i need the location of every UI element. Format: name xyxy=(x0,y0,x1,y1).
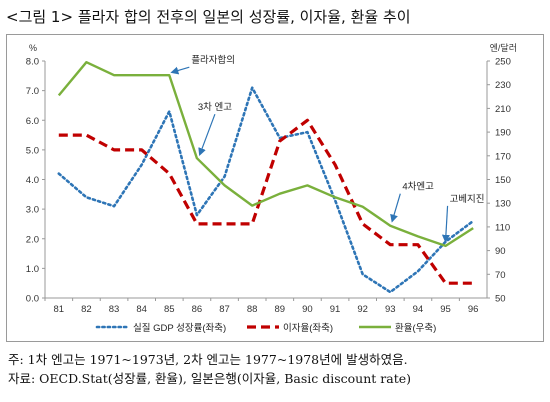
legend-label-3: 환율(우축) xyxy=(395,322,436,334)
x-tick-label: 87 xyxy=(219,304,230,315)
annotation-label: 고베지진 xyxy=(450,194,485,205)
left-tick-label: 6.0 xyxy=(26,116,39,127)
annotation-arrow xyxy=(390,193,401,223)
left-tick-label: 4.0 xyxy=(26,175,39,186)
x-tick-label: 92 xyxy=(357,304,368,315)
x-tick-label: 81 xyxy=(54,304,65,315)
right-tick-label: 90 xyxy=(495,246,506,257)
source-line: 자료: OECD.Stat(성장률, 환율), 일본은행(이자율, Basic … xyxy=(8,371,411,386)
annotation-arrow xyxy=(170,66,190,75)
annotation-arrow xyxy=(198,113,216,157)
x-tick-label: 86 xyxy=(192,304,203,315)
right-tick-label: 230 xyxy=(495,80,511,91)
x-tick-label: 91 xyxy=(330,304,341,315)
series-line-2 xyxy=(58,118,474,285)
right-tick-label: 110 xyxy=(495,222,510,233)
x-tick-label: 96 xyxy=(468,304,479,315)
annotation-arrow xyxy=(441,205,450,243)
annotation-label: 4차엔고 xyxy=(402,181,434,193)
right-tick-label: 210 xyxy=(495,104,511,115)
left-tick-label: 7.0 xyxy=(26,86,39,97)
right-tick-label: 250 xyxy=(495,57,511,68)
left-tick-label: 1.0 xyxy=(26,264,39,275)
x-tick-label: 84 xyxy=(136,304,147,315)
x-tick-label: 89 xyxy=(275,304,286,315)
series-line-3 xyxy=(57,61,474,248)
right-tick-label: 130 xyxy=(495,199,511,210)
figure-title: <그림 1> 플라자 합의 전후의 일본의 성장률, 이자율, 환율 추이 xyxy=(6,8,411,26)
x-tick-label: 82 xyxy=(81,304,92,315)
right-tick-label: 190 xyxy=(495,128,511,139)
line-chart: 0.0 1.0 2.0 3.0 4.0 5.0 6.0 7.0 8.0% 50 70 90 110 130… xyxy=(26,42,517,334)
right-tick-label: 150 xyxy=(495,175,511,186)
annotation-label: 3차 엔고 xyxy=(198,101,232,113)
left-tick-label: 5.0 xyxy=(26,145,39,156)
x-tick-label: 85 xyxy=(164,304,175,315)
right-tick-label: 170 xyxy=(495,151,511,162)
x-tick-label: 90 xyxy=(302,304,313,315)
x-tick-label: 83 xyxy=(109,304,120,315)
right-tick-label: 50 xyxy=(495,294,506,305)
left-tick-label: 8.0 xyxy=(26,57,39,68)
right-tick-label: 70 xyxy=(495,270,506,281)
x-tick-label: 95 xyxy=(440,304,451,315)
annotation-label: 플라자합의 xyxy=(191,55,235,66)
legend-label-1: 실질 GDP 성장률(좌축) xyxy=(133,322,226,334)
note-line: 주: 1차 엔고는 1971~1973년, 2차 엔고는 1977~1978년에… xyxy=(8,352,408,367)
chart-panel: 0.0 1.0 2.0 3.0 4.0 5.0 6.0 7.0 8.0% 50 70 90 110 130… xyxy=(6,34,544,342)
left-axis-unit: % xyxy=(29,43,37,53)
right-axis-unit: 엔/달러 xyxy=(490,42,517,53)
left-tick-label: 3.0 xyxy=(26,205,39,216)
x-tick-label: 93 xyxy=(385,304,396,315)
figure-notes: 주: 1차 엔고는 1971~1973년, 2차 엔고는 1977~1978년에… xyxy=(8,350,411,388)
x-tick-label: 94 xyxy=(413,304,424,315)
x-tick-label: 88 xyxy=(247,304,258,315)
legend-label-2: 이자율(좌축) xyxy=(283,323,333,334)
left-tick-label: 2.0 xyxy=(26,234,39,245)
left-tick-label: 0.0 xyxy=(26,294,39,305)
